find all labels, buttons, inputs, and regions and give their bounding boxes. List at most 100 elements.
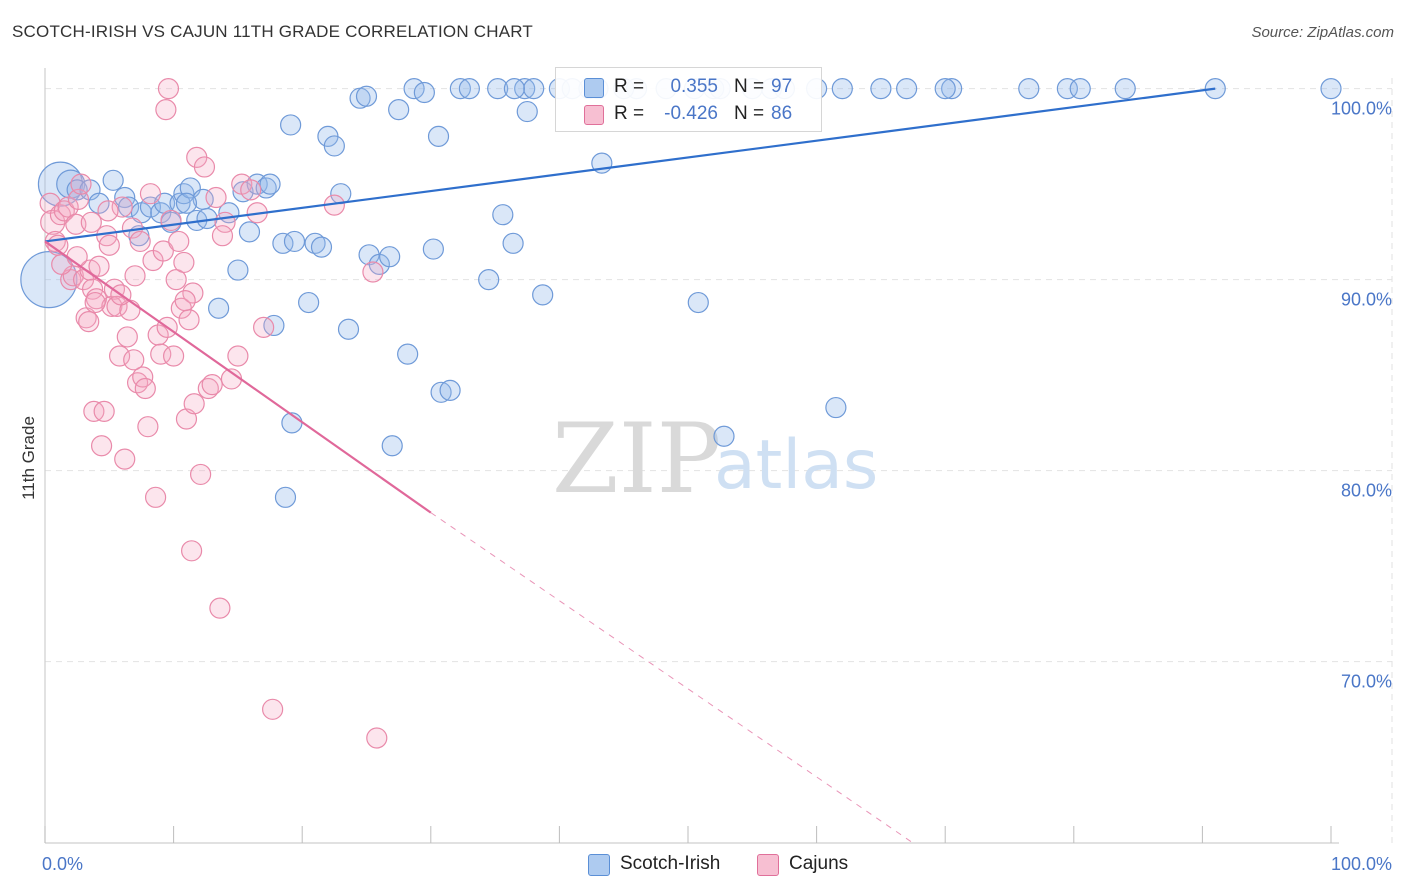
cajuns-trend-line bbox=[44, 240, 432, 514]
scotch-irish-point bbox=[449, 78, 471, 100]
legend-row-scotch-irish: R = 0.355 N = 97 bbox=[556, 74, 821, 100]
cajuns-point bbox=[93, 400, 115, 422]
cajuns-point bbox=[84, 291, 106, 314]
cajuns-point bbox=[70, 173, 92, 195]
cajuns-point bbox=[65, 213, 87, 235]
cajuns-point bbox=[116, 326, 138, 348]
n-value-scotch-irish: 97 bbox=[771, 76, 793, 97]
cajuns-point bbox=[197, 377, 219, 400]
axes bbox=[44, 68, 1339, 844]
scotch-irish-point bbox=[516, 100, 538, 123]
cajuns-point bbox=[190, 463, 212, 486]
scotch-irish-point bbox=[88, 192, 110, 214]
scotch-irish-point bbox=[1320, 78, 1342, 100]
scotch-irish-point bbox=[422, 238, 444, 260]
cajuns-point bbox=[88, 255, 110, 277]
scotch-irish-points bbox=[20, 78, 1342, 508]
cajuns-point bbox=[181, 540, 203, 562]
scotch-irish-legend-swatch bbox=[588, 854, 610, 876]
scotch-irish-point bbox=[941, 78, 963, 100]
scotch-irish-point bbox=[381, 435, 403, 457]
tick-labels: 100.0% 90.0% 80.0% 70.0% 0.0% 100.0% bbox=[42, 99, 1392, 874]
cajuns-point bbox=[97, 200, 119, 222]
scotch-irish-point bbox=[831, 78, 853, 100]
cajuns-point bbox=[201, 374, 223, 396]
cajuns-point bbox=[40, 209, 66, 235]
scotch-irish-point bbox=[492, 204, 514, 226]
scotch-irish-point bbox=[439, 379, 461, 401]
scotch-irish-trend-line bbox=[44, 87, 1216, 243]
n-label: N = bbox=[734, 103, 765, 124]
r-label: R = bbox=[614, 76, 645, 97]
y-tick-label: 90.0% bbox=[1341, 290, 1392, 310]
stats-legend: R = 0.355 N = 97 R = -0.426 N = 86 bbox=[555, 67, 822, 132]
scotch-irish-point bbox=[427, 125, 450, 147]
scotch-irish-point bbox=[397, 343, 419, 365]
n-value-cajuns: 86 bbox=[771, 103, 793, 124]
cajuns-point bbox=[173, 251, 195, 274]
y-axis-label: 11th Grade bbox=[19, 416, 38, 500]
cajuns-point bbox=[209, 597, 231, 619]
cajuns-point bbox=[78, 311, 100, 333]
scotch-irish-point bbox=[20, 251, 78, 309]
cajuns-point bbox=[211, 225, 234, 247]
watermark: ZIP atlas bbox=[552, 403, 878, 515]
cajuns-point bbox=[253, 316, 275, 338]
legend-row-cajuns: R = -0.426 N = 86 bbox=[556, 101, 821, 127]
cajuns-point bbox=[111, 196, 133, 218]
cajuns-point bbox=[106, 295, 128, 317]
scotch-irish-legend-label: Scotch-Irish bbox=[620, 853, 721, 874]
scotch-irish-point bbox=[1069, 78, 1091, 100]
cajuns-point bbox=[183, 393, 205, 415]
scotch-irish-swatch bbox=[584, 78, 604, 98]
y-tick-label: 70.0% bbox=[1341, 672, 1392, 692]
scotch-irish-point bbox=[825, 396, 847, 419]
cajuns-point bbox=[108, 345, 131, 367]
cajuns-legend-swatch bbox=[757, 854, 779, 876]
cajuns-point bbox=[152, 240, 174, 262]
r-value-scotch-irish: 0.355 bbox=[670, 76, 718, 97]
scotch-irish-point bbox=[323, 135, 345, 157]
cajuns-point bbox=[157, 78, 180, 100]
cajuns-point bbox=[174, 290, 196, 312]
cajuns-point bbox=[124, 265, 146, 287]
n-label: N = bbox=[734, 76, 765, 97]
scotch-irish-point bbox=[523, 78, 545, 100]
scotch-irish-point bbox=[487, 78, 509, 100]
cajuns-point bbox=[80, 211, 102, 233]
cajuns-point bbox=[240, 179, 262, 201]
y-tick-label: 80.0% bbox=[1341, 481, 1392, 501]
scotch-irish-point bbox=[238, 221, 261, 243]
scotch-irish-point bbox=[1018, 78, 1040, 100]
scotch-irish-point bbox=[255, 177, 277, 199]
scotch-irish-point bbox=[304, 232, 326, 254]
trend-lines bbox=[44, 87, 1216, 844]
cajuns-point bbox=[182, 282, 204, 304]
scotch-irish-point bbox=[337, 318, 360, 340]
cajuns-point bbox=[139, 183, 162, 205]
cajuns-point bbox=[160, 209, 182, 232]
scotch-irish-point bbox=[355, 85, 378, 107]
watermark-zip: ZIP bbox=[552, 403, 721, 515]
x-tick-label-max: 100.0% bbox=[1331, 854, 1392, 874]
scotch-irish-point bbox=[413, 81, 435, 104]
scotch-irish-point bbox=[713, 425, 735, 447]
cajuns-legend-label: Cajuns bbox=[789, 853, 849, 874]
scotch-irish-point bbox=[283, 230, 306, 253]
scotch-irish-point bbox=[274, 486, 297, 508]
scotch-irish-point bbox=[502, 232, 524, 254]
cajuns-point bbox=[366, 727, 388, 749]
scotch-irish-point bbox=[227, 259, 249, 281]
series-legend: Scotch-Irish Cajuns bbox=[0, 852, 1406, 878]
cajuns-point bbox=[175, 408, 198, 430]
cajuns-point bbox=[168, 230, 190, 253]
scotch-irish-point bbox=[310, 236, 333, 258]
scotch-irish-point bbox=[896, 78, 918, 100]
scotch-irish-point bbox=[532, 284, 554, 306]
cajuns-point bbox=[123, 349, 145, 371]
r-value-cajuns: -0.426 bbox=[664, 103, 718, 124]
scotch-irish-point bbox=[687, 291, 709, 314]
cajuns-point bbox=[134, 377, 156, 400]
scotch-irish-point bbox=[102, 169, 124, 191]
